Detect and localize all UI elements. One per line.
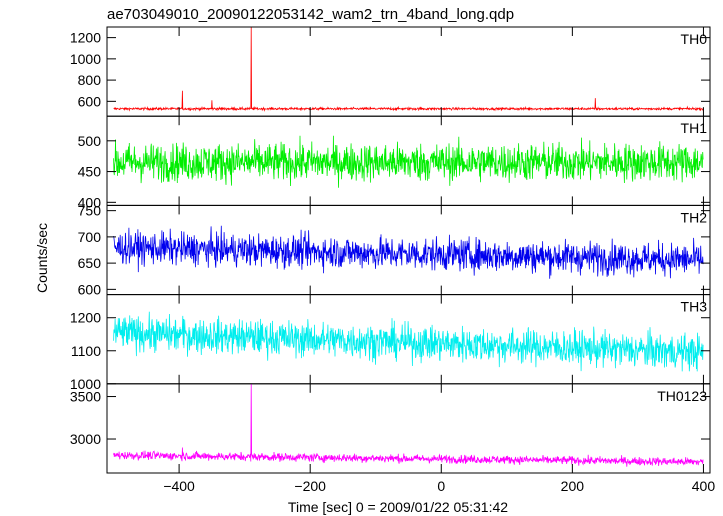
x-tick-label: 0 [437,478,445,494]
series-line-th0 [113,27,704,112]
panel-label: TH2 [681,209,708,225]
y-tick-label: 800 [78,72,102,88]
y-tick-label: 1100 [71,343,101,359]
y-tick-label: 400 [78,194,102,210]
series-line-th0123 [113,383,704,467]
y-tick-label: 3000 [70,431,101,447]
panel-th3: 1000 1100 1200 TH3 [70,294,711,392]
y-tick-label: 1200 [70,310,101,326]
panel-label: TH0 [681,31,708,47]
y-tick-label: 1000 [70,376,101,392]
y-axis-label: Counts/sec [34,223,50,293]
series-line-th3 [113,311,704,372]
y-tick-label: 750 [78,203,102,219]
x-tick-labels: −400 −200 0 200 400 [163,478,715,494]
panel-th1: 400 450 500 TH1 [78,115,711,210]
panel-frame [106,26,711,117]
y-tick-label: 1200 [70,30,101,46]
x-axis-label: Time [sec] 0 = 2009/01/22 05:31:42 [288,499,508,515]
panel-th2: 600 650 700 750 TH2 [78,203,711,297]
y-tick-label: 600 [78,93,102,109]
figure-title: ae703049010_20090122053142_wam2_trn_4ban… [107,6,514,23]
panel-th0123: 3000 3500 TH0123 [70,383,711,474]
y-tick-label: 700 [78,229,102,245]
panel-frame [106,383,711,474]
y-tick-label: 650 [78,255,102,271]
y-tick-label: 500 [78,133,102,149]
x-tick-label: 400 [692,478,716,494]
panel-label: TH0123 [657,388,707,404]
series-line-th2 [113,225,704,279]
y-tick-label: 3500 [70,389,101,405]
y-tick-label: 1000 [70,51,101,67]
y-tick-label: 450 [78,164,102,180]
x-tick-label: −200 [294,478,326,494]
panel-label: TH3 [681,299,708,315]
panel-label: TH1 [681,120,708,136]
y-tick-label: 600 [78,281,102,297]
panel-th0: 600 800 1000 1200 TH0 [70,26,711,117]
x-tick-label: −400 [163,478,195,494]
x-tick-label: 200 [561,478,585,494]
panels-group: 600 800 1000 1200 TH0 400 450 500 TH1 600 650 700 75… [70,26,711,474]
series-line-th1 [113,135,704,188]
